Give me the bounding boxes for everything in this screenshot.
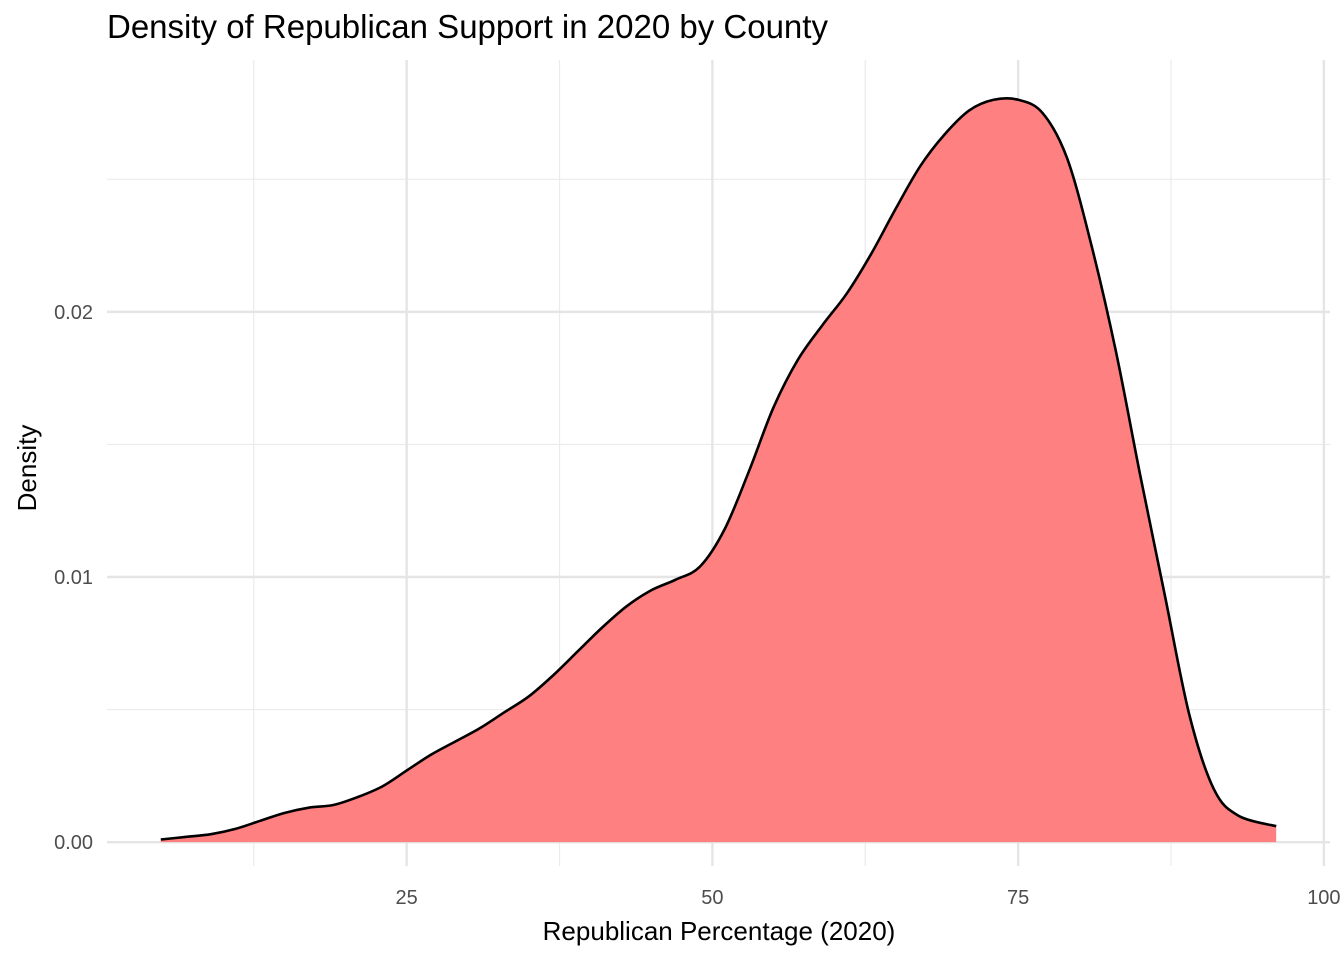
- y-tick-label: 0.02: [54, 302, 93, 324]
- x-tick-label: 25: [396, 887, 418, 909]
- y-axis-tick-labels: 0.00 0.01 0.02: [54, 302, 93, 854]
- x-tick-label: 75: [1007, 887, 1029, 909]
- y-axis-title: Density: [12, 425, 42, 512]
- density-area: [160, 98, 1277, 843]
- density-line: [160, 96, 1277, 841]
- x-axis-title: Republican Percentage (2020): [543, 916, 896, 946]
- chart-title: Density of Republican Support in 2020 by…: [107, 8, 828, 45]
- y-tick-label: 0.00: [54, 832, 93, 854]
- x-tick-label: 100: [1307, 887, 1340, 909]
- y-tick-label: 0.01: [54, 567, 93, 589]
- x-axis-tick-labels: 25 50 75 100: [396, 887, 1341, 909]
- x-tick-label: 50: [701, 887, 723, 909]
